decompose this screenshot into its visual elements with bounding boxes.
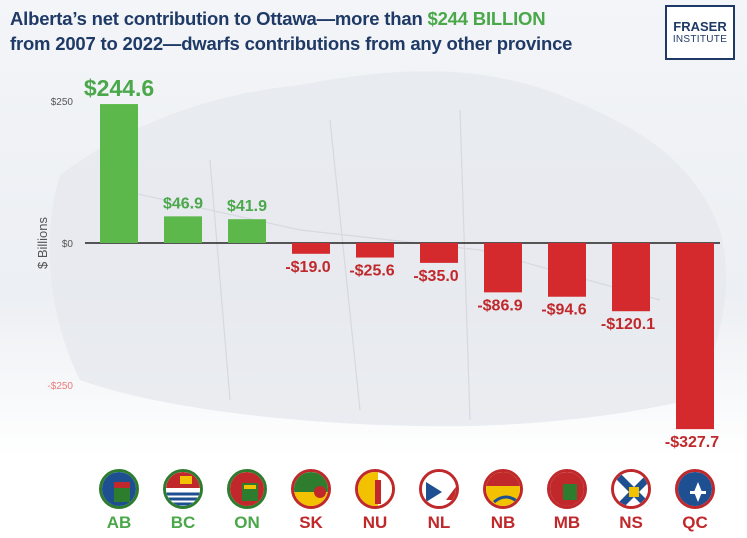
- y-axis-label: $ Billions: [35, 216, 50, 269]
- data-label-sk: -$19.0: [285, 259, 330, 276]
- bar-qc: [676, 243, 714, 430]
- title-line1-text: Alberta’s net contribution to Ottawa—mor…: [10, 8, 428, 29]
- data-label-on: $41.9: [227, 198, 267, 215]
- province-label-bc: BC: [170, 513, 196, 532]
- bar-ns: [612, 243, 650, 312]
- quebec-flag-icon: [675, 469, 715, 509]
- bar-nl: [420, 243, 458, 263]
- fraser-institute-logo: FRASER INSTITUTE: [665, 5, 735, 60]
- province-label-ns: NS: [619, 513, 643, 532]
- saskatchewan-flag-icon: [291, 469, 331, 509]
- bar-sk: [292, 243, 330, 254]
- title-line2-text: from 2007 to 2022—dwarfs contributions f…: [10, 33, 573, 54]
- british-columbia-flag-icon: [163, 469, 203, 509]
- nova-scotia-flag-icon: [611, 469, 651, 509]
- province-label-qc: QC: [682, 513, 708, 532]
- province-label-ab: AB: [106, 513, 132, 532]
- data-label-nu: -$25.6: [349, 263, 394, 280]
- manitoba-flag-icon: [547, 469, 587, 509]
- province-flag-row: AB BC ON SK NU NL NB MB NS QC: [0, 465, 747, 535]
- bar-on: [228, 219, 266, 243]
- province-label-nu: NU: [362, 513, 388, 532]
- chart-data-labels: $244.6 $46.9 $41.9 -$19.0 -$25.6 -$35.0 -$86.9…: [84, 75, 719, 451]
- province-label-on: ON: [234, 513, 260, 532]
- data-label-ab: $244.6: [84, 75, 154, 101]
- bar-nu: [356, 243, 394, 258]
- chart-bars: [100, 104, 714, 430]
- y-tick-label: -$250: [47, 381, 73, 392]
- new-brunswick-flag-icon: [483, 469, 523, 509]
- logo-line2: INSTITUTE: [672, 33, 728, 45]
- y-tick-label: $250: [51, 97, 74, 108]
- province-label-sk: SK: [299, 513, 323, 532]
- y-tick-label: $0: [62, 239, 74, 250]
- data-label-nl: -$35.0: [413, 268, 458, 285]
- data-label-ns: -$120.1: [601, 316, 655, 333]
- ontario-flag-icon: [227, 469, 267, 509]
- chart-title: Alberta’s net contribution to Ottawa—mor…: [10, 6, 650, 56]
- bar-bc: [164, 216, 202, 243]
- data-label-nb: -$86.9: [477, 297, 522, 314]
- title-highlight: $244 BILLION: [427, 8, 546, 29]
- bar-nb: [484, 243, 522, 293]
- data-label-bc: $46.9: [163, 195, 203, 212]
- data-label-mb: -$94.6: [541, 302, 586, 319]
- province-label-nb: NB: [490, 513, 516, 532]
- province-label-mb: MB: [553, 513, 581, 532]
- alberta-flag-icon: [99, 469, 139, 509]
- data-label-qc: -$327.7: [665, 434, 719, 451]
- newfoundland-flag-icon: [419, 469, 459, 509]
- logo-line1: FRASER: [673, 18, 727, 34]
- bar-ab: [100, 104, 138, 243]
- province-label-nl: NL: [427, 513, 451, 532]
- bar-mb: [548, 243, 586, 297]
- nunavut-flag-icon: [355, 469, 395, 509]
